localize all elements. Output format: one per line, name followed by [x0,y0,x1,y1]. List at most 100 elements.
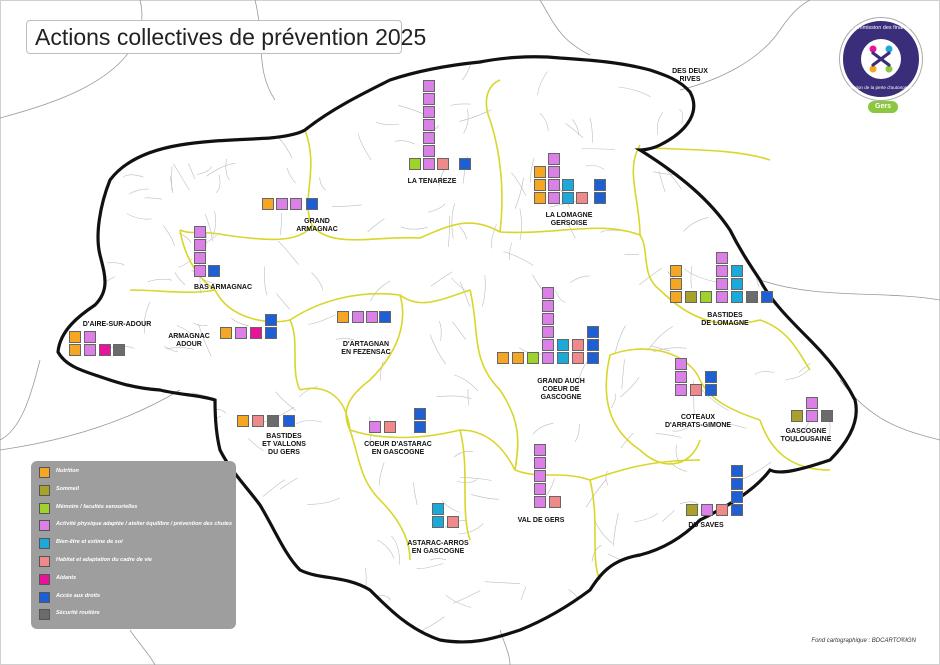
action-square-nutrition [69,344,81,356]
legend-label: Habitat et adaptation du cadre de vie [56,557,152,563]
action-square-acces [379,311,391,323]
legend-label: Sécurité routière [56,610,100,617]
action-square-habitat [572,352,584,364]
action-square-activite [423,158,435,170]
action-square-activite [542,300,554,312]
zone-label: DU SAVES [688,522,724,529]
action-square-nutrition [262,198,274,210]
action-square-activite [423,93,435,105]
action-square-activite [534,483,546,495]
action-square-bienetre [432,503,444,515]
action-square-acces [594,192,606,204]
action-square-activite [534,496,546,508]
legend-label: Accès aux droits [56,592,101,599]
action-square-bienetre [731,291,743,303]
zone-label: ARMAGNAC ADOUR [168,333,210,348]
legend-swatch [39,520,50,532]
action-square-nutrition [534,179,546,191]
action-square-activite [548,153,560,165]
legend-label: Mémoire / facultés sensorielles [56,503,138,510]
action-square-memoire [527,352,539,364]
legend-swatch [39,467,50,478]
action-square-sommeil [685,291,697,303]
action-square-activite [542,339,554,351]
action-square-nutrition [670,291,682,303]
action-square-nutrition [497,352,509,364]
action-square-activite [235,327,247,339]
action-square-nutrition [512,352,524,364]
action-square-activite [423,106,435,118]
action-square-habitat [437,158,449,170]
zone-label: LA TENAREZE [407,178,457,185]
logo-top-text: Commission des financeurs [851,25,919,31]
action-square-activite [194,265,206,277]
action-square-activite [675,371,687,383]
action-square-acces [459,158,471,170]
department-border [56,55,858,644]
logo-badge-circle: Commission des financeurs Prévention de … [840,18,922,100]
action-square-habitat [549,496,561,508]
legend-label: Activité physique adaptée / atelier équi… [56,521,233,528]
legend-item-activite: Activité physique adaptée / atelier équi… [39,520,234,532]
action-square-sommeil [791,410,803,422]
legend-item-habitat: Habitat et adaptation du cadre de vie [39,556,234,568]
action-square-acces [705,384,717,396]
action-square-activite [423,80,435,92]
action-square-activite [548,166,560,178]
action-square-securite [113,344,125,356]
action-square-acces [594,179,606,191]
legend-item-sommeil: Sommeil [39,484,234,497]
action-square-aidants [99,344,111,356]
legend-swatch [39,609,50,621]
zone-label: BAS ARMAGNAC [193,284,253,291]
action-square-activite [716,265,728,277]
action-square-activite [806,410,818,422]
action-square-activite [369,421,381,433]
zone-label: GRAND AUCH COEUR DE GASCOGNE [537,378,585,401]
legend-label: Nutrition [56,468,79,474]
action-square-nutrition [220,327,232,339]
zone-label: DES DEUX RIVES [672,68,708,83]
zone-label: BASTIDES DE LOMAGNE [701,312,749,327]
action-square-activite [542,352,554,364]
action-square-acces [265,327,277,339]
action-square-nutrition [670,278,682,290]
legend-label: Aidants [56,574,77,581]
zone-label: D'ARTAGNAN EN FEZENSAC [341,341,391,356]
action-square-activite [716,291,728,303]
action-square-acces [208,265,220,277]
legend-swatch [39,484,50,496]
zone-label: BASTIDES ET VALLONS DU GERS [262,433,306,456]
title-box: Actions collectives de prévention 2025 [26,20,426,54]
action-square-acces [731,491,743,503]
zone-label: ASTARAC-ARROS EN GASCOGNE [407,540,469,555]
legend-item-bienetre: Bien-être et estime de soi [39,538,234,550]
zone-label: D'AIRE-SUR-ADOUR [82,321,152,328]
action-square-nutrition [337,311,349,323]
action-square-activite [534,470,546,482]
action-square-activite [290,198,302,210]
legend-item-aidants: Aidants [39,573,234,586]
action-square-activite [423,145,435,157]
action-square-activite [194,226,206,238]
legend-label: Sommeil [56,485,79,492]
action-square-acces [306,198,318,210]
zone-label: GASCOGNE TOULOUSAINE [780,428,832,443]
action-square-activite [716,278,728,290]
action-square-securite [746,291,758,303]
action-square-activite [548,192,560,204]
action-square-acces [587,326,599,338]
action-square-habitat [716,504,728,516]
action-square-memoire [409,158,421,170]
action-square-acces [587,352,599,364]
action-square-activite [716,252,728,264]
action-square-acces [283,415,295,427]
people-circle-icon [861,39,901,79]
page-title: Actions collectives de prévention 2025 [35,24,427,50]
action-square-securite [821,410,833,422]
action-square-acces [761,291,773,303]
action-square-activite [352,311,364,323]
action-square-activite [194,252,206,264]
action-square-bienetre [562,192,574,204]
